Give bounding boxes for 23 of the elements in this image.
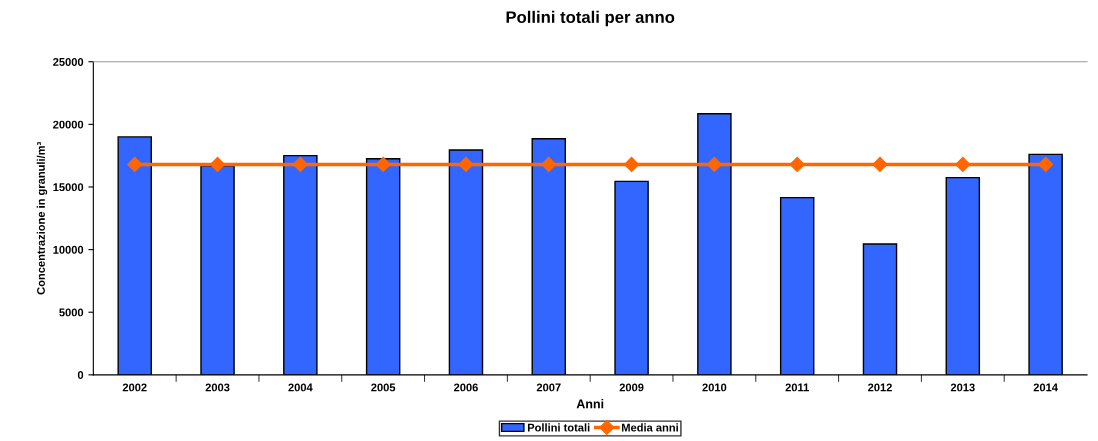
y-tick-label: 5000 [59,308,84,317]
y-tick-label: 15000 [53,183,84,192]
x-tick-label: 2012 [868,383,892,392]
x-tick-label: 2010 [702,383,727,392]
x-tick-label: 2003 [205,383,230,392]
y-tick-label: 20000 [53,120,84,129]
y-tick-label: 25000 [53,58,84,66]
x-axis-title: Anni [576,399,604,409]
y-tick-label: 0 [77,371,84,379]
x-tick-label: 2007 [536,383,561,392]
legend-label: Media anni [622,423,678,432]
x-tick-label: 2006 [453,383,478,392]
x-tick-label: 2004 [288,383,313,392]
x-tick-label: 2009 [619,383,644,392]
x-tick-label: 2005 [371,383,396,392]
chart-title: Pollini totali per anno [506,10,675,27]
y-axis-title: Concentrazione in granuli/m³ [36,141,48,295]
x-tick-label: 2013 [950,383,975,392]
y-tick-label: 10000 [53,245,84,254]
x-tick-label: 2014 [1033,383,1058,392]
x-tick-label: 2002 [122,383,147,392]
x-tick-label: 2011 [785,383,809,392]
legend-label: Pollini totali [527,423,590,432]
